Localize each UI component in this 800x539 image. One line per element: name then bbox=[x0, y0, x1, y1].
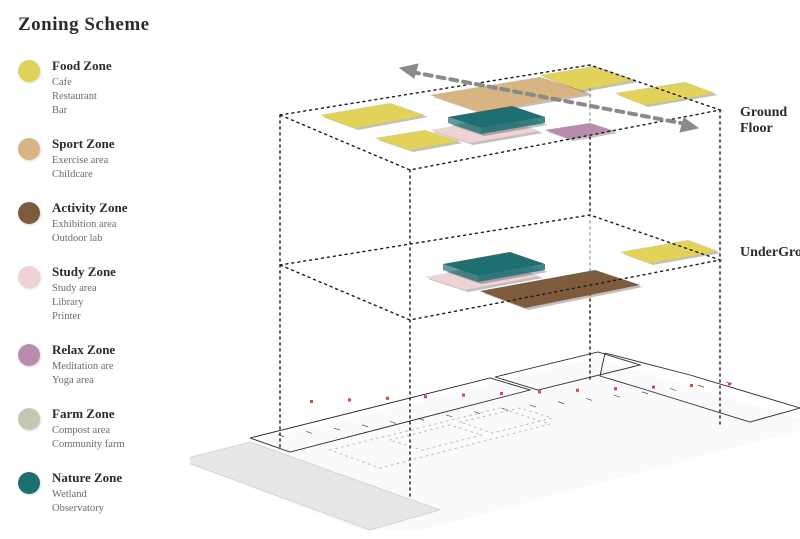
swatch-farm bbox=[18, 408, 40, 430]
swatch-study bbox=[18, 266, 40, 288]
zone-name: Activity Zone bbox=[52, 200, 127, 216]
legend-item-sport: Sport Zone Exercise area Childcare bbox=[18, 136, 218, 182]
floor-label-ground: Ground Floor bbox=[740, 105, 800, 137]
swatch-sport bbox=[18, 138, 40, 160]
legend-item-study: Study Zone Study area Library Printer bbox=[18, 264, 218, 324]
zone-name: Nature Zone bbox=[52, 470, 122, 486]
zone-sub: Wetland Observatory bbox=[52, 488, 122, 516]
legend-item-relax: Relax Zone Meditation are Yoga area bbox=[18, 342, 218, 388]
swatch-food bbox=[18, 60, 40, 82]
legend-item-farm: Farm Zone Compost area Community farm bbox=[18, 406, 218, 452]
swatch-relax bbox=[18, 344, 40, 366]
zone-name: Relax Zone bbox=[52, 342, 115, 358]
legend-panel: Food Zone Cafe Restaurant Bar Sport Zone Ex… bbox=[18, 58, 218, 534]
diagram-stage: Ground Floor UnderGround bbox=[190, 30, 800, 530]
zone-name: Sport Zone bbox=[52, 136, 114, 152]
floor-underground bbox=[280, 215, 721, 320]
zone-sub: Study area Library Printer bbox=[52, 282, 116, 325]
zone-sub: Exhibition area Outdoor lab bbox=[52, 218, 127, 246]
legend-item-food: Food Zone Cafe Restaurant Bar bbox=[18, 58, 218, 118]
legend-item-nature: Nature Zone Wetland Observatory bbox=[18, 470, 218, 516]
page-root: Zoning Scheme Food Zone Cafe Restaurant B… bbox=[0, 0, 800, 539]
zone-name: Study Zone bbox=[52, 264, 116, 280]
zone-sub: Cafe Restaurant Bar bbox=[52, 76, 112, 119]
legend-item-activity: Activity Zone Exhibition area Outdoor lab bbox=[18, 200, 218, 246]
iso-diagram bbox=[190, 30, 800, 530]
zone-name: Food Zone bbox=[52, 58, 112, 74]
zone-sub: Exercise area Childcare bbox=[52, 154, 114, 182]
zone-sub: Meditation are Yoga area bbox=[52, 360, 115, 388]
swatch-nature bbox=[18, 472, 40, 494]
site-plan bbox=[190, 352, 800, 530]
page-title: Zoning Scheme bbox=[18, 14, 150, 36]
swatch-activity bbox=[18, 202, 40, 224]
zone-sub: Compost area Community farm bbox=[52, 424, 125, 452]
floor-label-under: UnderGround bbox=[740, 245, 800, 261]
zone-name: Farm Zone bbox=[52, 406, 125, 422]
